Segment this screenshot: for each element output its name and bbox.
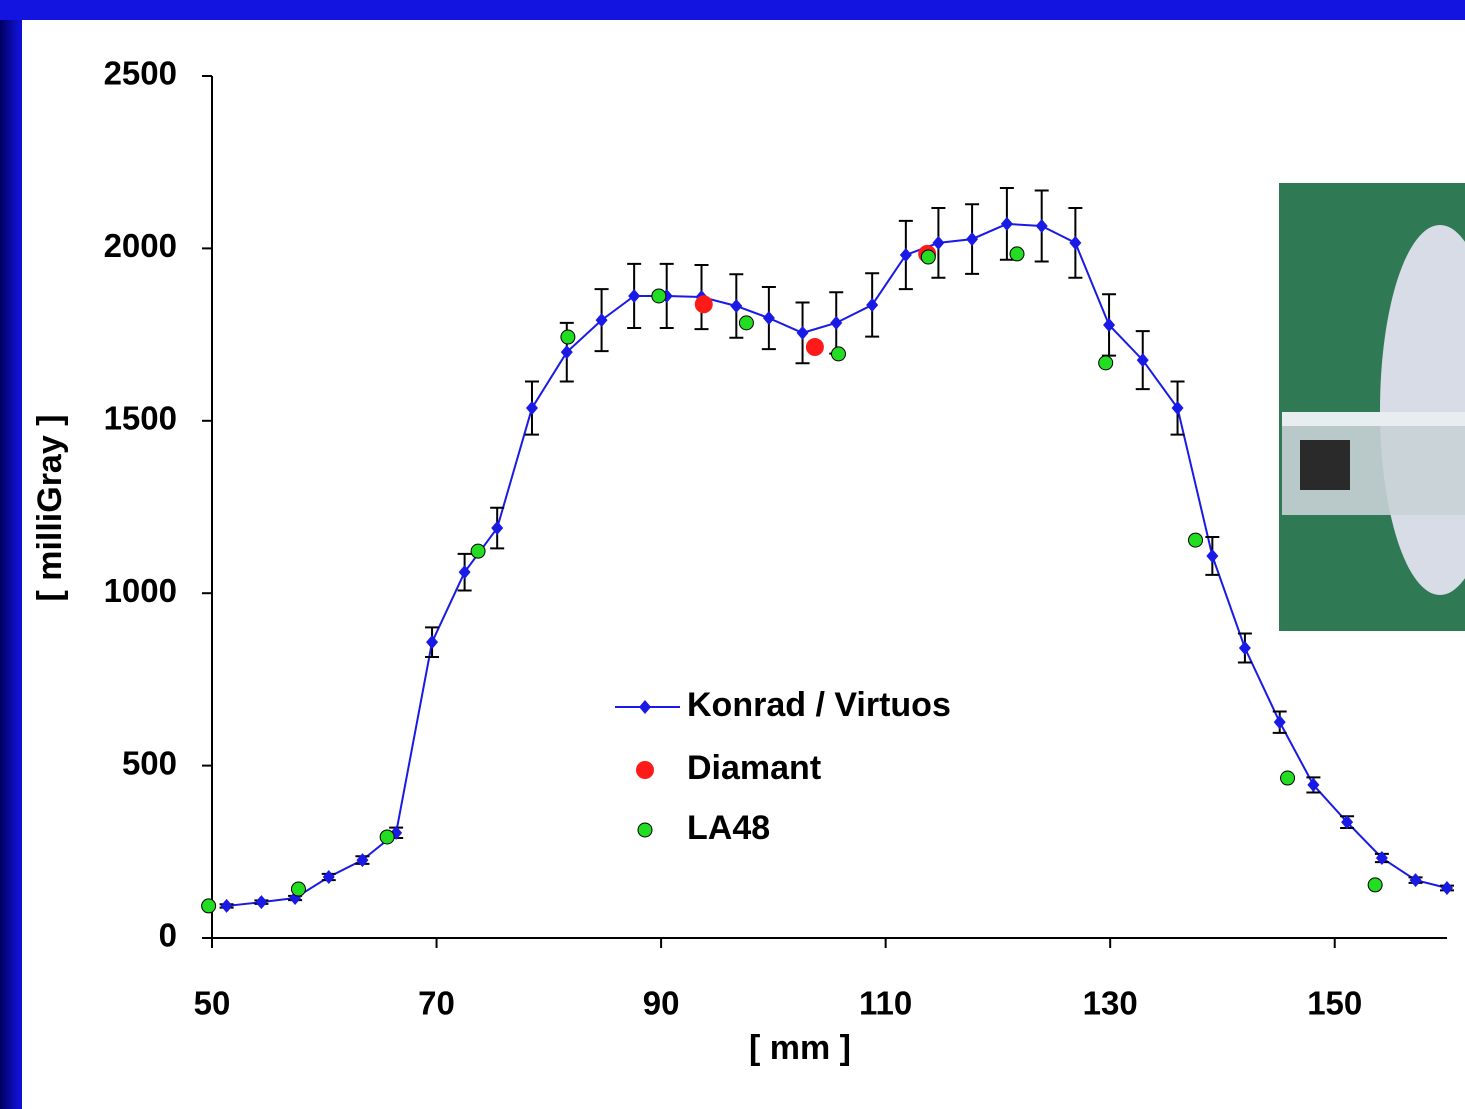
point [1136, 353, 1149, 368]
x-tick-label: 90 [643, 985, 680, 1022]
point [1307, 777, 1320, 792]
legend-marker [636, 761, 654, 779]
point [1098, 355, 1114, 371]
slide [22, 20, 1465, 1109]
point [426, 635, 439, 650]
point [1103, 317, 1116, 332]
point [1409, 873, 1422, 888]
y-tick-label: 1500 [104, 400, 177, 437]
legend-marker [639, 700, 651, 714]
y-tick-label: 500 [122, 744, 177, 781]
point [560, 329, 576, 345]
point [1375, 851, 1388, 866]
point [920, 249, 936, 265]
point [1238, 641, 1251, 656]
point [899, 247, 912, 262]
top-bar [0, 0, 1465, 20]
point [932, 235, 945, 250]
point [830, 315, 843, 330]
x-tick-label: 70 [418, 985, 455, 1022]
point [201, 898, 217, 914]
legend-label: Diamant [687, 749, 821, 787]
y-tick-label: 2000 [104, 227, 177, 264]
point [255, 895, 268, 910]
x-tick-label: 150 [1307, 985, 1362, 1022]
point [470, 543, 486, 559]
legend-label: Konrad / Virtuos [687, 686, 951, 724]
point [866, 297, 879, 312]
point [1341, 815, 1354, 830]
point [762, 311, 775, 326]
x-axis-label: [ mm ] [749, 1029, 851, 1067]
photo-inset [1279, 183, 1465, 631]
y-tick-label: 2500 [104, 55, 177, 92]
point [1000, 216, 1013, 231]
point [1035, 218, 1048, 233]
legend-marker [637, 822, 653, 838]
point [628, 288, 641, 303]
x-tick-label: 50 [194, 985, 231, 1022]
point [651, 288, 667, 304]
point [796, 325, 809, 340]
point [458, 565, 471, 580]
legend-label: LA48 [687, 809, 770, 847]
point [1009, 246, 1025, 262]
point [830, 346, 846, 362]
point [1367, 877, 1383, 893]
point [1069, 235, 1082, 250]
point [1188, 532, 1204, 548]
point [1171, 401, 1184, 416]
point [322, 869, 335, 884]
point [694, 295, 713, 314]
y-axis-label: [ milliGray ] [31, 414, 69, 601]
y-tick-label: 1000 [104, 572, 177, 609]
point [290, 881, 306, 897]
point [220, 898, 233, 913]
point [560, 345, 573, 360]
y-tick-label: 0 [159, 917, 177, 954]
point [356, 853, 369, 868]
x-tick-label: 130 [1083, 985, 1138, 1022]
point [1441, 881, 1453, 896]
point [379, 829, 395, 845]
point [1273, 715, 1286, 730]
point [1280, 770, 1296, 786]
point [525, 401, 538, 416]
point [1206, 548, 1219, 563]
point [738, 315, 754, 331]
point [805, 338, 824, 357]
point [966, 232, 979, 247]
x-tick-label: 110 [859, 985, 912, 1022]
point [730, 298, 743, 313]
point [595, 313, 608, 328]
point [491, 521, 504, 536]
